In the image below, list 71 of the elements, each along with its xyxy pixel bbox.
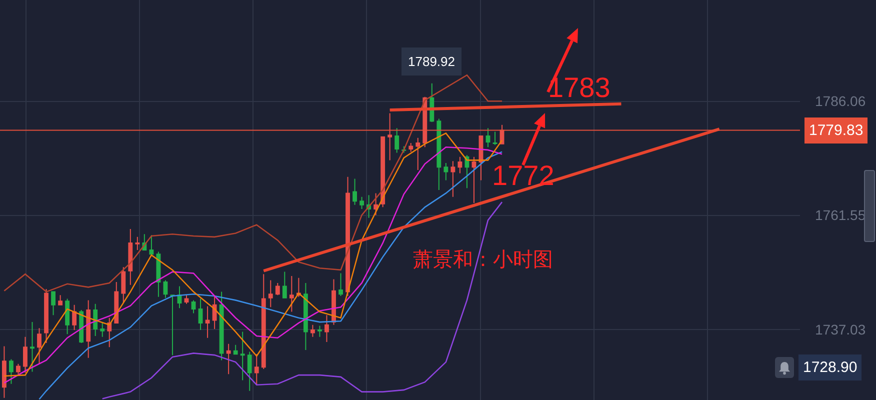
candlestick (380, 136, 386, 208)
candlestick (408, 142, 414, 152)
candlestick (156, 251, 161, 298)
candlestick (324, 314, 329, 343)
candlestick (346, 176, 350, 296)
annotation: 萧景和：小时图 (413, 249, 553, 271)
candlestick (444, 162, 448, 181)
annotation: 1772 (492, 160, 554, 191)
candlestick (16, 363, 20, 375)
candlestick (184, 294, 189, 304)
candlestick (261, 274, 266, 370)
annotation: 1789.92 (408, 54, 455, 69)
candlestick (352, 178, 357, 206)
candlestick (107, 317, 112, 348)
candlestick (37, 328, 42, 364)
candlestick (58, 294, 63, 306)
candlestick (72, 304, 77, 330)
candlestick (254, 354, 259, 386)
candlestick (289, 276, 294, 312)
candlestick (436, 118, 442, 190)
candlestick (303, 282, 308, 350)
candlestick (282, 271, 287, 298)
candlestick (198, 298, 203, 330)
candlestick (472, 156, 476, 204)
candlestick (121, 266, 126, 304)
candlestick (114, 282, 119, 324)
candlestick (79, 309, 84, 344)
y-tick-label: 1761.55 (815, 207, 866, 224)
candlestick (486, 128, 490, 148)
candlestick (2, 346, 6, 398)
candlestick (212, 296, 217, 330)
annotation: 1783 (548, 72, 610, 103)
candlestick (388, 112, 392, 161)
candlestick (226, 343, 231, 375)
candlestick (149, 234, 154, 255)
candlestick (458, 156, 462, 174)
y-tick-label: 1737.03 (815, 321, 866, 338)
candlestick (233, 344, 238, 355)
candlestick (135, 236, 140, 250)
candlestick (360, 196, 364, 210)
candlestick (318, 325, 322, 338)
candlestick (247, 351, 252, 392)
candlestick (23, 336, 28, 374)
candlestick (374, 192, 378, 216)
candlestick (65, 298, 70, 335)
candlestick (93, 303, 98, 336)
candlestick (275, 282, 280, 296)
candlestick (51, 291, 56, 316)
candlestick (170, 294, 175, 356)
candlestick (338, 272, 343, 296)
candlestick (219, 291, 224, 361)
candlestick (450, 160, 456, 198)
candlestick (310, 324, 315, 338)
candlestick (268, 280, 273, 308)
candlestick (240, 331, 245, 381)
candlestick (191, 300, 196, 314)
candlestick (44, 288, 48, 344)
y-tick-label: 1786.06 (815, 93, 866, 110)
candlestick (492, 131, 498, 146)
text: 1728.90 (803, 359, 858, 376)
candlestick (394, 128, 400, 154)
candlestick (86, 300, 91, 358)
candlestick (205, 306, 210, 338)
candlestick (163, 280, 168, 298)
candlestick (30, 322, 34, 372)
candlestick (9, 358, 14, 384)
candlestick (416, 137, 420, 170)
candlestick (100, 322, 105, 338)
candlestick (177, 286, 182, 309)
ref-line-label: 1779.83 (809, 122, 864, 139)
candlestick (128, 228, 133, 286)
